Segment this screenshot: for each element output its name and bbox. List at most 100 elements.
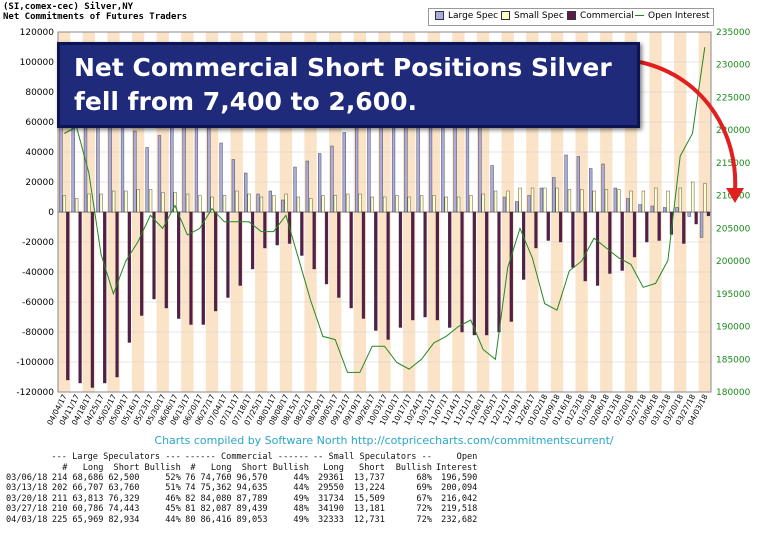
bar-large-spec: [305, 160, 309, 213]
annotation-arrow-head: [726, 188, 744, 203]
bar-commercial: [66, 211, 70, 381]
bar-small-spec: [617, 189, 621, 213]
bar-large-spec: [564, 154, 568, 213]
table-row: 03/27/18 210 60,786 74,443 45% 81 82,087 89,439…: [4, 504, 479, 514]
bar-large-spec: [502, 196, 507, 213]
table-cell: 15,509: [353, 493, 385, 504]
bar-commercial: [657, 211, 661, 241]
stats-blank: [4, 452, 49, 462]
table-cell: 232,682: [441, 514, 478, 525]
bar-commercial: [645, 211, 649, 243]
left-tick-label: 100000: [20, 58, 55, 68]
bar-small-spec: [456, 196, 461, 213]
bar-commercial: [485, 211, 489, 336]
bar-commercial: [177, 211, 181, 319]
bar-small-spec: [555, 187, 559, 213]
bar-commercial: [374, 211, 378, 331]
right-tick-label: 230000: [716, 61, 751, 71]
table-cell: 03/13/18: [6, 483, 48, 494]
open-interest-line-swatch: [635, 15, 644, 16]
table-cell: 82: [185, 493, 196, 504]
stats-col-header: Bullish: [144, 462, 181, 473]
stats-col-header: Short: [113, 462, 140, 473]
table-cell: 63,813: [72, 493, 104, 504]
table-cell: 03/06/18: [6, 472, 48, 483]
table-cell: 82,934: [108, 514, 140, 525]
stats-col-header-row: # Long Short Bullish # Long Short Bullish Long Sh…: [4, 462, 479, 473]
stats-col-header: Interest: [435, 462, 478, 473]
bar-commercial: [300, 211, 304, 256]
bar-small-spec: [666, 190, 670, 213]
bar-small-spec: [592, 190, 596, 213]
small-spec-swatch: [501, 11, 510, 20]
table-cell: 68,686: [72, 472, 104, 483]
bar-large-spec: [662, 207, 667, 213]
bar-large-spec: [354, 121, 359, 213]
bar-large-spec: [490, 165, 494, 213]
left-tick-label: -100000: [16, 358, 54, 368]
bar-small-spec: [506, 190, 510, 213]
bar-large-spec: [601, 163, 605, 213]
bar-large-spec: [699, 211, 704, 238]
legend-small-spec: Small Spec: [501, 11, 564, 21]
table-cell: 72%: [416, 504, 432, 515]
table-cell: 32333: [318, 514, 344, 525]
bar-small-spec: [346, 193, 350, 213]
bar-commercial: [423, 211, 427, 318]
table-cell: 67%: [416, 493, 432, 504]
bar-large-spec: [182, 117, 186, 213]
table-cell: 13,181: [353, 504, 385, 515]
group-open: Open: [456, 452, 478, 463]
stats-col-header: Short: [241, 462, 268, 473]
legend-open-interest: Open Interest: [635, 11, 710, 21]
left-tick-label: 80000: [25, 88, 54, 98]
bar-large-spec: [638, 204, 642, 213]
stats-col-header: #: [62, 462, 68, 473]
left-tick-label: -20000: [22, 238, 54, 248]
stats-col-header: Long: [82, 462, 104, 473]
bar-small-spec: [358, 193, 362, 213]
plot-border: [57, 31, 712, 393]
bar-small-spec: [235, 190, 239, 213]
bar-small-spec: [259, 196, 264, 213]
legend-commercial-label: Commercial: [580, 11, 634, 21]
right-tick-label: 235000: [716, 28, 751, 38]
bar-small-spec: [333, 195, 338, 213]
bar-commercial: [152, 211, 156, 300]
table-cell: 225: [51, 514, 68, 525]
bar-large-spec: [244, 172, 248, 213]
bar-small-spec: [247, 193, 251, 213]
bar-small-spec: [641, 190, 646, 213]
bar-commercial: [398, 211, 403, 328]
bar-commercial: [213, 211, 218, 312]
bar-commercial: [411, 211, 415, 321]
table-row: 04/03/18 225 65,969 82,934 44% 80 86,416 89,053…: [4, 514, 479, 525]
left-tick-label: -120000: [16, 388, 54, 398]
bar-large-spec: [626, 198, 630, 213]
bar-large-spec: [157, 135, 162, 213]
table-cell: 74,760: [200, 472, 232, 483]
bar-small-spec: [580, 189, 584, 213]
table-cell: 86,416: [200, 514, 232, 525]
bar-large-spec: [527, 195, 531, 213]
annotation-arrow: [639, 60, 738, 191]
bar-commercial: [448, 211, 452, 328]
bar-large-spec: [207, 127, 211, 213]
bar-small-spec: [75, 198, 79, 213]
bar-small-spec: [111, 190, 116, 213]
bar-commercial: [78, 211, 82, 384]
table-cell: 03/27/18: [6, 504, 48, 515]
table-cell: 211: [51, 493, 68, 504]
left-tick-label: -40000: [22, 268, 54, 278]
stats-col-blank: [4, 462, 49, 472]
bar-commercial: [349, 211, 353, 309]
table-cell: 60,786: [72, 504, 104, 515]
table-cell: 29361: [318, 472, 344, 483]
bar-commercial: [706, 211, 711, 217]
table-cell: 76: [185, 472, 196, 483]
bar-small-spec: [99, 193, 103, 213]
bar-large-spec: [576, 156, 580, 213]
right-tick-label: 195000: [716, 290, 751, 300]
bar-large-spec: [391, 117, 396, 213]
bar-commercial: [608, 211, 612, 274]
